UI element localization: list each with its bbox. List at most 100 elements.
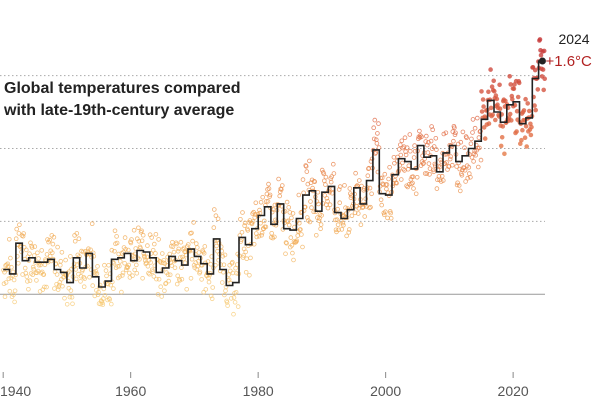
- monthly-dot: [284, 240, 289, 246]
- monthly-dot: [409, 181, 414, 187]
- monthly-dot: [49, 250, 55, 256]
- monthly-dot: [34, 278, 39, 283]
- monthly-dot: [394, 180, 399, 186]
- monthly-dot: [25, 279, 30, 284]
- monthly-dot: [312, 179, 318, 185]
- monthly-dot: [325, 205, 331, 211]
- monthly-dot: [215, 216, 221, 222]
- monthly-dot: [336, 187, 342, 192]
- monthly-dot: [222, 292, 227, 298]
- monthly-dot: [230, 270, 236, 276]
- monthly-dot: [100, 300, 105, 306]
- monthly-dot: [188, 275, 194, 281]
- monthly-dot: [299, 232, 304, 237]
- monthly-dot: [540, 67, 546, 72]
- monthly-dot: [220, 280, 225, 285]
- monthly-dot: [221, 262, 227, 268]
- monthly-dot: [103, 268, 109, 273]
- gridlines: [0, 75, 545, 295]
- monthly-dot: [182, 260, 188, 266]
- monthly-dot: [403, 152, 409, 158]
- monthly-dot: [327, 202, 333, 208]
- monthly-dot: [6, 276, 12, 282]
- monthly-dot: [428, 138, 434, 144]
- monthly-dot: [2, 269, 7, 275]
- monthly-dot: [11, 277, 17, 283]
- monthly-dot: [476, 135, 482, 140]
- monthly-dot: [196, 250, 202, 255]
- monthly-dot: [499, 135, 505, 140]
- monthly-dot: [289, 243, 295, 248]
- monthly-dot: [400, 145, 406, 151]
- monthly-dot: [52, 286, 57, 291]
- monthly-dot: [521, 108, 527, 113]
- monthly-dot: [115, 264, 120, 269]
- monthly-dot: [307, 158, 312, 164]
- monthly-dot: [479, 109, 485, 114]
- monthly-dot: [352, 191, 357, 197]
- monthly-dot: [112, 249, 117, 254]
- monthly-dot: [230, 259, 235, 265]
- monthly-dot: [247, 272, 252, 278]
- monthly-dot: [392, 161, 397, 166]
- monthly-dot: [263, 224, 269, 230]
- monthly-dot: [89, 221, 95, 227]
- monthly-dot: [253, 200, 259, 206]
- monthly-dot: [11, 292, 16, 298]
- monthly-dot: [27, 278, 33, 284]
- monthly-dot: [184, 286, 190, 292]
- monthly-dot: [516, 80, 522, 86]
- monthly-dot: [283, 240, 289, 245]
- monthly-dot: [76, 271, 81, 277]
- monthly-dot: [400, 160, 405, 166]
- monthly-dot: [469, 155, 475, 160]
- monthly-dot: [379, 175, 385, 181]
- monthly-dot: [402, 135, 408, 141]
- monthly-dot: [117, 263, 122, 269]
- monthly-dot: [433, 136, 439, 141]
- monthly-dot: [181, 256, 186, 262]
- monthly-dot: [225, 303, 230, 308]
- monthly-dot: [407, 132, 413, 137]
- monthly-dot: [174, 281, 180, 287]
- monthly-dot: [514, 129, 519, 134]
- monthly-dot: [434, 147, 439, 152]
- monthly-dot: [117, 274, 123, 279]
- monthly-dot: [191, 220, 196, 225]
- monthly-dot: [515, 94, 521, 100]
- monthly-dot: [7, 288, 13, 294]
- monthly-dot: [140, 232, 146, 238]
- monthly-dot: [145, 243, 150, 248]
- monthly-dot: [189, 256, 195, 262]
- monthly-dot: [524, 144, 529, 149]
- monthly-dot: [286, 205, 292, 210]
- monthly-dot: [60, 283, 65, 289]
- monthly-dot: [376, 145, 382, 150]
- monthly-dot: [355, 211, 361, 216]
- monthly-dot: [410, 174, 416, 180]
- monthly-dot: [533, 107, 538, 113]
- monthly-dot: [232, 299, 238, 305]
- monthly-dot: [526, 108, 532, 114]
- monthly-dot: [76, 236, 82, 242]
- monthly-dot: [41, 272, 47, 277]
- monthly-dot: [457, 166, 463, 172]
- monthly-dot: [20, 233, 26, 239]
- monthly-dot: [264, 199, 269, 204]
- monthly-dot: [153, 232, 159, 237]
- monthly-dot: [535, 87, 541, 92]
- monthly-dot: [371, 125, 377, 130]
- monthly-dot: [288, 235, 294, 240]
- monthly-dot: [468, 141, 474, 147]
- monthly-dot: [356, 178, 362, 183]
- monthly-dot: [111, 286, 116, 291]
- monthly-dot: [159, 294, 165, 299]
- monthly-dot: [451, 138, 456, 144]
- monthly-dot: [368, 204, 373, 210]
- monthly-dot: [498, 143, 504, 149]
- monthly-dot: [160, 251, 165, 256]
- monthly-dot: [68, 288, 74, 293]
- monthly-dot: [284, 199, 290, 205]
- monthly-dot: [286, 222, 292, 228]
- monthly-dot: [452, 125, 457, 131]
